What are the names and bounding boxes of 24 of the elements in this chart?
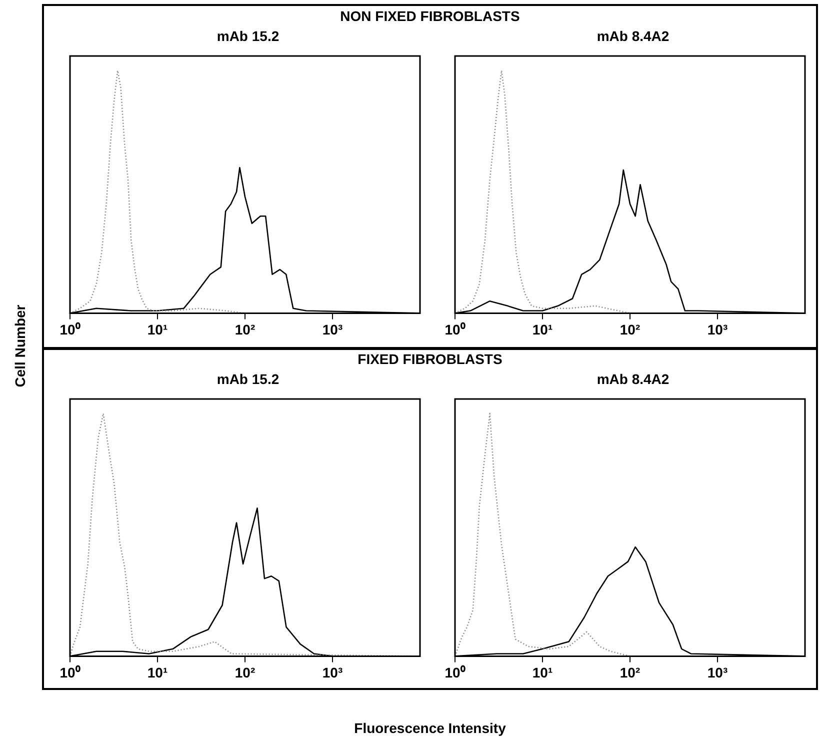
x-tick-label: 10¹ xyxy=(147,321,168,338)
x-tick-label: 10⁰ xyxy=(60,321,80,338)
chart-title: mAb 8.4A2 xyxy=(596,28,670,44)
x-tick-label: 10³ xyxy=(707,321,728,338)
text: NON FIXED FIBROBLASTS xyxy=(339,8,521,24)
y-axis-title: Cell Number xyxy=(12,304,28,390)
text: FIXED FIBROBLASTS xyxy=(356,351,504,367)
x-tick-label: 10¹ xyxy=(532,664,553,680)
x-tick-label: 10⁰ xyxy=(444,321,466,338)
x-tick-label: 10¹ xyxy=(532,321,553,338)
x-tick-label: 10¹ xyxy=(147,664,168,680)
x-axis-title: Fluorescence Intensity xyxy=(353,720,507,736)
x-tick-label: 10⁰ xyxy=(60,664,80,680)
x-tick-label: 10³ xyxy=(322,664,343,680)
x-tick-label: 10³ xyxy=(707,664,728,680)
chart-title: mAb 15.2 xyxy=(216,371,280,387)
chart-title: mAb 8.4A2 xyxy=(596,371,670,387)
x-tick-label: 10² xyxy=(620,321,640,338)
x-tick-label: 10⁰ xyxy=(444,664,466,680)
x-tick-label: 10² xyxy=(234,321,256,338)
x-tick-label: 10² xyxy=(620,664,640,680)
x-tick-label: 10² xyxy=(234,664,256,680)
chart-title: mAb 15.2 xyxy=(216,28,280,44)
x-tick-label: 10³ xyxy=(322,321,343,338)
